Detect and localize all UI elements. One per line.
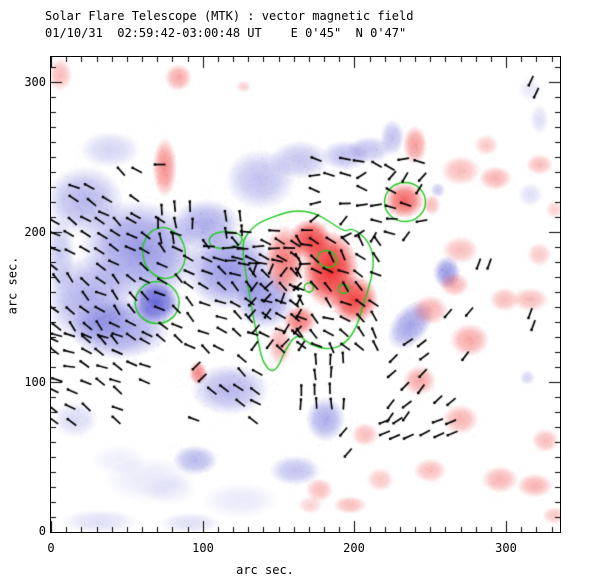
magnetogram-canvas [51, 57, 560, 532]
y-tick-label-200: 200 [24, 225, 46, 239]
x-tick-label-0: 0 [47, 541, 55, 555]
x-tick-label-300: 300 [495, 541, 517, 555]
y-axis-title: arc sec. [5, 256, 20, 315]
plot-area [50, 56, 561, 533]
y-tick-label-100: 100 [24, 375, 46, 389]
x-axis-title: arc sec. [236, 563, 294, 577]
plot-subtitle: 01/10/31 02:59:42-03:00:48 UT E 0'45" N … [45, 26, 407, 40]
y-tick-label-0: 0 [38, 524, 46, 538]
y-tick-label-300: 300 [24, 75, 46, 89]
plot-title: Solar Flare Telescope (MTK) : vector mag… [45, 9, 414, 23]
x-tick-label-100: 100 [192, 541, 214, 555]
x-tick-label-200: 200 [343, 541, 365, 555]
